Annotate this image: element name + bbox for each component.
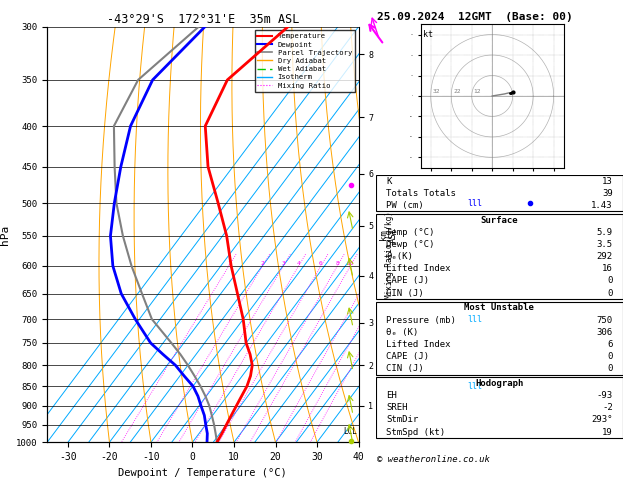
Text: 292: 292: [597, 252, 613, 261]
Text: 8: 8: [335, 261, 339, 266]
Text: Lifted Index: Lifted Index: [386, 264, 450, 273]
Text: Hodograph: Hodograph: [476, 379, 523, 388]
Bar: [376, 302, 623, 375]
Text: -2: -2: [602, 403, 613, 412]
Text: 2: 2: [260, 261, 264, 266]
Text: θₑ(K): θₑ(K): [386, 252, 413, 261]
Text: StmDir: StmDir: [386, 416, 418, 424]
Text: SREH: SREH: [386, 403, 408, 412]
Text: 6: 6: [608, 340, 613, 349]
Text: kt: kt: [423, 30, 433, 39]
Text: Pressure (mb): Pressure (mb): [386, 315, 456, 325]
Title: -43°29'S  172°31'E  35m ASL: -43°29'S 172°31'E 35m ASL: [107, 13, 299, 26]
Text: 10: 10: [347, 261, 354, 266]
Bar: [376, 378, 623, 438]
Text: 750: 750: [597, 315, 613, 325]
Text: 306: 306: [597, 328, 613, 337]
Text: 4: 4: [297, 261, 301, 266]
Text: CAPE (J): CAPE (J): [386, 352, 429, 361]
Text: Temp (°C): Temp (°C): [386, 228, 435, 237]
Text: 39: 39: [602, 189, 613, 198]
Text: 0: 0: [608, 364, 613, 373]
Text: 13: 13: [602, 176, 613, 186]
Text: 22: 22: [454, 89, 461, 94]
Text: 1.43: 1.43: [591, 201, 613, 210]
Text: lll: lll: [467, 314, 482, 324]
Text: lll: lll: [467, 382, 482, 391]
Bar: [376, 214, 623, 299]
Text: Totals Totals: Totals Totals: [386, 189, 456, 198]
Text: EH: EH: [386, 391, 397, 400]
Text: 16: 16: [602, 264, 613, 273]
Text: 3: 3: [281, 261, 285, 266]
Text: lll: lll: [467, 199, 482, 208]
Legend: Temperature, Dewpoint, Parcel Trajectory, Dry Adiabat, Wet Adiabat, Isotherm, Mi: Temperature, Dewpoint, Parcel Trajectory…: [255, 30, 355, 91]
Text: CAPE (J): CAPE (J): [386, 277, 429, 285]
Text: 12: 12: [474, 89, 481, 94]
Text: 1: 1: [227, 261, 231, 266]
Text: θₑ (K): θₑ (K): [386, 328, 418, 337]
Text: 19: 19: [602, 428, 613, 436]
Y-axis label: km
ASL: km ASL: [379, 226, 398, 243]
Text: K: K: [386, 176, 391, 186]
Text: StmSpd (kt): StmSpd (kt): [386, 428, 445, 436]
Text: Surface: Surface: [481, 216, 518, 225]
Text: 0: 0: [608, 289, 613, 297]
Text: PW (cm): PW (cm): [386, 201, 423, 210]
Text: 0: 0: [608, 277, 613, 285]
Text: -93: -93: [597, 391, 613, 400]
Text: 32: 32: [433, 89, 440, 94]
Y-axis label: hPa: hPa: [1, 225, 11, 244]
Text: © weatheronline.co.uk: © weatheronline.co.uk: [377, 455, 490, 464]
Text: Dewp (°C): Dewp (°C): [386, 240, 435, 249]
Text: CIN (J): CIN (J): [386, 364, 423, 373]
Text: Mixing Ratio (g/kg): Mixing Ratio (g/kg): [385, 211, 394, 299]
Text: 25.09.2024  12GMT  (Base: 00): 25.09.2024 12GMT (Base: 00): [377, 12, 573, 22]
Text: CIN (J): CIN (J): [386, 289, 423, 297]
Bar: [376, 175, 623, 211]
Text: 293°: 293°: [591, 416, 613, 424]
Text: 5.9: 5.9: [597, 228, 613, 237]
Text: Lifted Index: Lifted Index: [386, 340, 450, 349]
Text: 3.5: 3.5: [597, 240, 613, 249]
Text: 6: 6: [319, 261, 323, 266]
Text: 0: 0: [608, 352, 613, 361]
X-axis label: Dewpoint / Temperature (°C): Dewpoint / Temperature (°C): [118, 468, 287, 478]
Text: Most Unstable: Most Unstable: [464, 303, 535, 312]
Text: LCL: LCL: [343, 427, 357, 436]
